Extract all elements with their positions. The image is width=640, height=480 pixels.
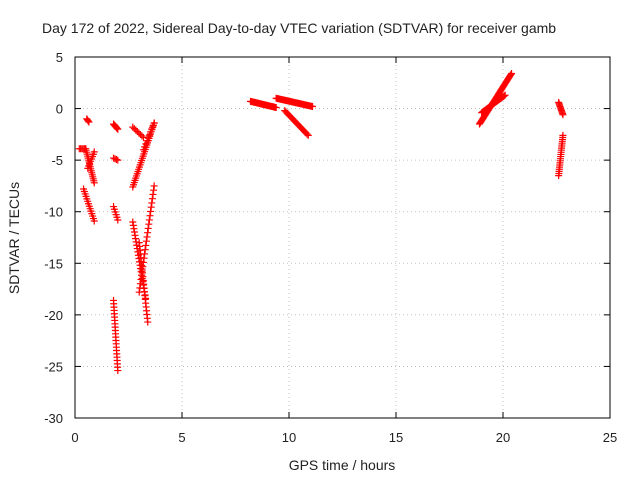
data-point (90, 217, 98, 225)
data-point (133, 128, 141, 136)
data-point (132, 126, 140, 134)
data-point (559, 111, 567, 119)
data-point (303, 130, 311, 138)
data-point (559, 131, 567, 139)
y-tick-label: 5 (56, 50, 63, 65)
x-tick-label: 0 (71, 430, 78, 445)
data-point (90, 148, 98, 156)
data-point (135, 129, 143, 137)
x-tick-label: 20 (496, 430, 510, 445)
tick-labels: 0 5 10 15 20 25 5 0 -5 -10 -15 -20 -25 -30 (44, 50, 617, 445)
x-tick-label: 15 (389, 430, 403, 445)
data-point (129, 123, 137, 131)
data-point (90, 179, 98, 187)
y-tick-label: -15 (44, 256, 63, 271)
data-point (304, 131, 312, 139)
data-point (143, 137, 151, 145)
data-point (150, 119, 158, 127)
data-point (136, 131, 144, 139)
data-point (147, 128, 155, 136)
data-point (85, 118, 93, 126)
x-tick-label: 10 (282, 430, 296, 445)
y-tick-label: -10 (44, 205, 63, 220)
data-point (130, 125, 138, 133)
data-point (114, 156, 122, 164)
grid-lines (75, 57, 610, 418)
data-point (501, 91, 509, 99)
data-point (114, 125, 122, 133)
x-tick-label: 25 (603, 430, 617, 445)
plot-frame (74, 56, 611, 419)
data-point (114, 216, 122, 224)
y-tick-label: 0 (56, 102, 63, 117)
data-point (84, 117, 92, 125)
data-point (139, 146, 147, 154)
data-point (138, 132, 146, 140)
data-point (309, 103, 317, 111)
y-axis-label: SDTVAR / TECUs (6, 182, 22, 294)
data-point (507, 71, 515, 79)
x-axis-label: GPS time / hours (289, 457, 396, 473)
chart-title: Day 172 of 2022, Sidereal Day-to-day VTE… (42, 20, 556, 36)
y-tick-label: -20 (44, 308, 63, 323)
y-tick-label: -5 (51, 153, 63, 168)
data-point (113, 124, 121, 132)
data-point (141, 143, 149, 151)
y-tick-label: -30 (44, 411, 63, 426)
data-point (112, 155, 120, 163)
data-point (508, 70, 516, 78)
data-point (272, 104, 280, 112)
data-point (500, 92, 508, 100)
data-point (150, 182, 158, 190)
x-tick-label: 5 (178, 430, 185, 445)
data-point (148, 125, 156, 133)
data-point (144, 134, 152, 142)
y-tick-label: -25 (44, 359, 63, 374)
data-point (114, 367, 122, 375)
axis-ticks (74, 56, 611, 419)
data-point (144, 318, 152, 326)
data-points (75, 70, 567, 375)
data-point (142, 140, 150, 148)
data-point (149, 122, 157, 130)
data-point (113, 124, 121, 132)
data-point (145, 131, 153, 139)
